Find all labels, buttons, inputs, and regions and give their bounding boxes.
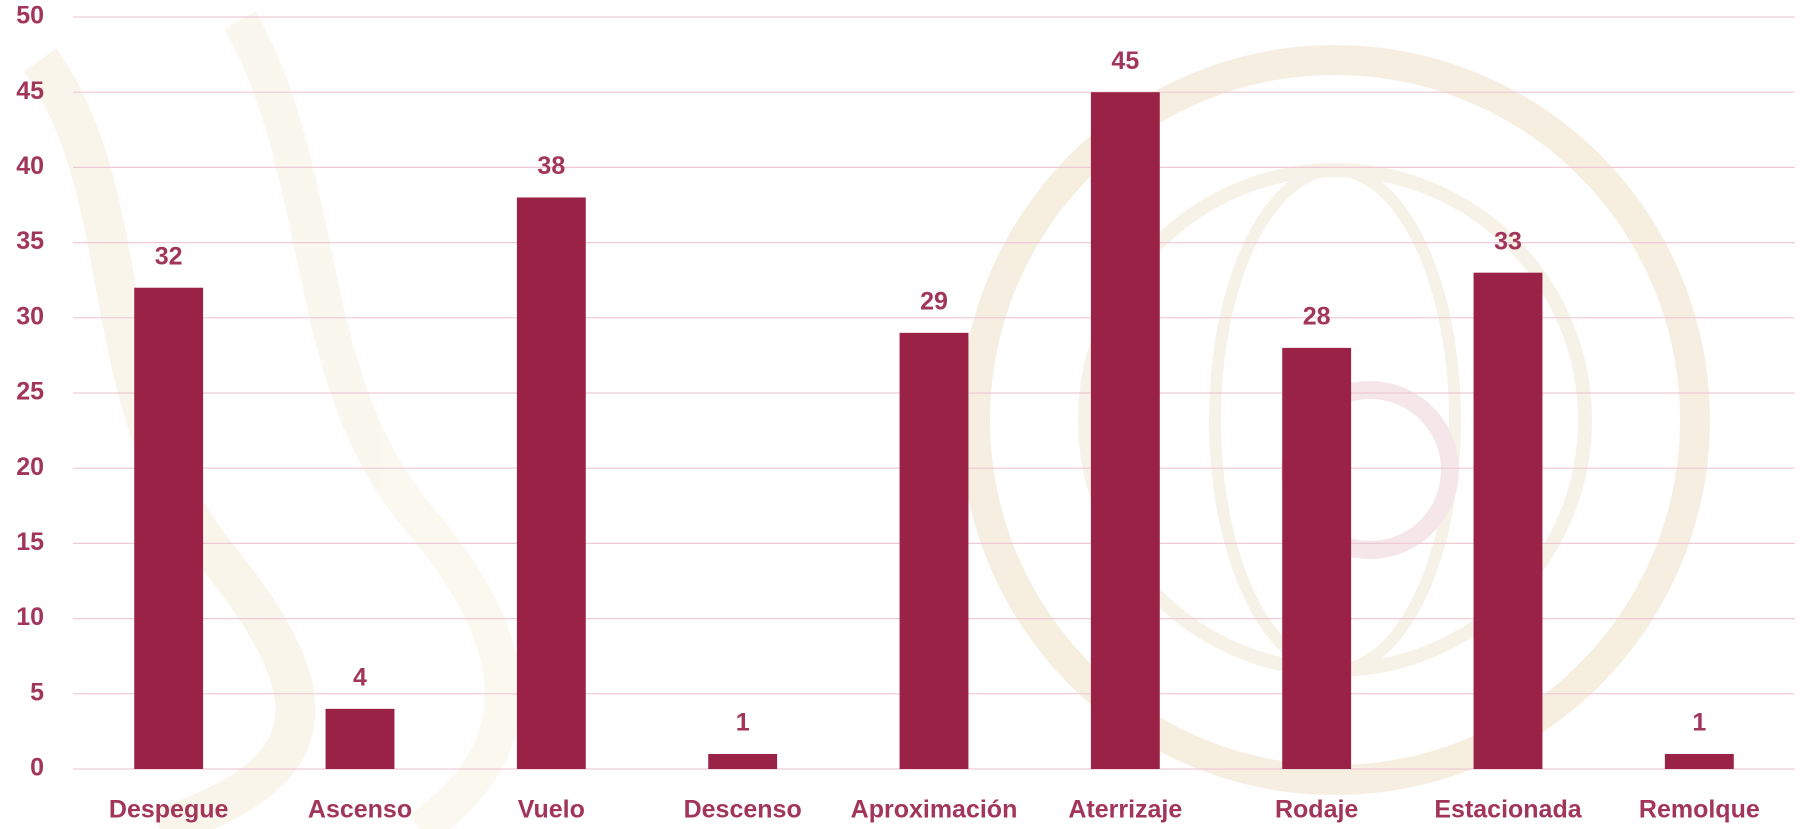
y-tick-label: 45 [16, 77, 44, 105]
x-tick-label: Vuelo [518, 796, 585, 824]
bar [1473, 272, 1543, 769]
x-tick-label: Descenso [684, 796, 802, 824]
y-tick-label: 30 [16, 302, 44, 330]
x-tick-label: Ascenso [308, 796, 412, 824]
y-tick-label: 10 [16, 603, 44, 631]
x-tick-label: Aproximación [851, 796, 1018, 824]
y-tick-label: 0 [30, 754, 44, 782]
x-tick-label: Aterrizaje [1068, 796, 1182, 824]
value-label: 4 [353, 663, 367, 691]
value-label: 38 [537, 152, 565, 180]
value-label: 1 [1692, 709, 1706, 737]
watermark [23, 11, 1710, 829]
value-label: 45 [1111, 47, 1139, 75]
x-tick-label: Rodaje [1275, 796, 1358, 824]
value-label: 29 [920, 287, 948, 315]
value-label: 28 [1303, 302, 1331, 330]
bar [708, 753, 778, 769]
x-tick-label: Remolque [1639, 796, 1760, 824]
y-tick-label: 20 [16, 453, 44, 481]
y-tick-label: 5 [30, 678, 44, 706]
value-label: 1 [736, 709, 750, 737]
x-tick-label: Estacionada [1434, 796, 1582, 824]
y-tick-label: 50 [16, 2, 44, 30]
y-tick-label: 25 [16, 378, 44, 406]
bar [134, 287, 204, 769]
bar [1090, 92, 1160, 769]
value-label: 32 [155, 242, 183, 270]
y-tick-label: 35 [16, 227, 44, 255]
bar [1664, 753, 1734, 769]
x-tick-label: Despegue [109, 796, 229, 824]
bar [899, 332, 969, 769]
y-tick-label: 15 [16, 528, 44, 556]
bar [516, 197, 586, 770]
bar [1282, 347, 1352, 769]
bar [325, 708, 395, 769]
value-label: 33 [1494, 227, 1522, 255]
y-tick-label: 40 [16, 152, 44, 180]
